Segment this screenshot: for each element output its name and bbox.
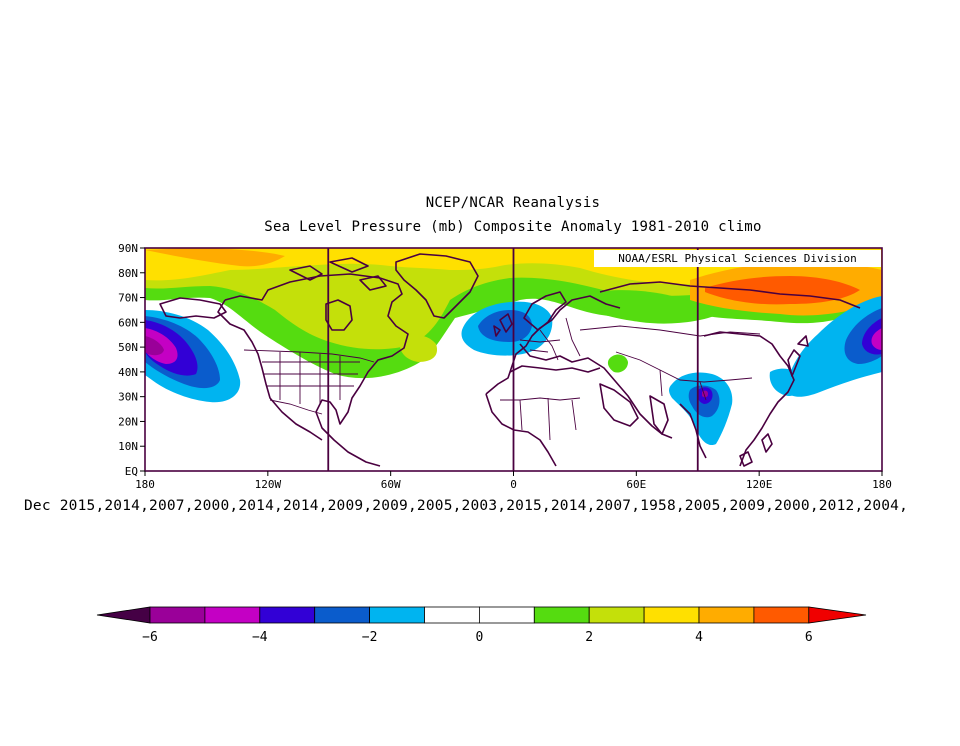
country-borders (243, 317, 761, 441)
colorbar-tick-label: 0 (475, 630, 483, 645)
us-states-grid (262, 352, 360, 404)
africa-borders (500, 397, 581, 441)
lat-tick-label: 30N (118, 391, 138, 404)
canadian-archipelago (289, 257, 387, 291)
colorbar-swatch (204, 606, 261, 624)
meridian-lines (327, 248, 699, 471)
russia-borders (579, 325, 761, 337)
colorbar-swatch (369, 606, 425, 624)
lon-tick-label: 180 (135, 478, 155, 491)
colorbar-swatch (698, 606, 755, 624)
lat-tick-label: 10N (118, 440, 138, 453)
kamchatka-low-core (871, 328, 882, 350)
lon-tick-label: 180 (872, 478, 892, 491)
us-mexico-border (269, 399, 323, 415)
british-isles (493, 313, 513, 337)
colorbar-under-arrow (96, 606, 151, 624)
lat-tick-label: 20N (118, 415, 138, 428)
chart-subtitle: Sea Level Pressure (mb) Composite Anomal… (264, 219, 762, 235)
coastlines (159, 253, 861, 467)
colorbar-tick-label: 4 (695, 630, 703, 645)
greenland-coast (395, 253, 479, 319)
asia-borders (615, 351, 753, 401)
latitude-axis: EQ 10N 20N 30N 40N 50N 60N 70N 80N 90N (118, 242, 145, 478)
us-canada-border (243, 349, 375, 363)
canada-yellow-green (399, 335, 438, 362)
colorbar-swatch (753, 606, 810, 624)
arctic-orange (145, 248, 285, 267)
colorbar-tick-label: −6 (142, 630, 158, 645)
colorbar-swatch (478, 606, 535, 624)
hudson-bay (325, 299, 353, 331)
lat-tick-label: 70N (118, 292, 138, 305)
kamchatka-low-2 (769, 368, 806, 396)
colorbar-tick-label: −4 (252, 630, 268, 645)
chart-title: NCEP/NCAR Reanalysis (425, 195, 601, 211)
credit-label: NOAA/ESRL Physical Sciences Division (594, 250, 881, 267)
lon-tick-label: 60E (626, 478, 646, 491)
colorbar-swatch (424, 606, 480, 624)
colorbar-swatch (533, 606, 590, 624)
longitude-axis: 180 120W 60W 0 60E 120E 180 (135, 471, 892, 491)
caspian-green (607, 354, 628, 373)
colorbar-swatch (259, 606, 316, 624)
colorbar-swatch (643, 606, 700, 624)
kamchatka-low-outer (786, 296, 882, 397)
lat-tick-label: 90N (118, 242, 138, 255)
lon-tick-label: 120E (746, 478, 773, 491)
colorbar-tick-label: 2 (585, 630, 593, 645)
lon-tick-label: 60W (381, 478, 401, 491)
lon-tick-label: 0 (510, 478, 517, 491)
colorbar-over-arrow (808, 606, 867, 624)
lat-tick-label: 40N (118, 366, 138, 379)
japan (787, 335, 809, 377)
pacific-low-center (145, 336, 164, 356)
colorbar-swatch (314, 606, 371, 624)
colorbar-tick-label: 6 (805, 630, 813, 645)
europe-borders (519, 317, 581, 361)
philippines-indonesia (739, 433, 773, 467)
colorbar-swatch (588, 606, 645, 624)
scandinavia (523, 291, 567, 331)
lon-tick-label: 120W (255, 478, 282, 491)
asia-coast (599, 281, 861, 467)
colorbar: −6 −4 −2 0 2 4 6 (96, 606, 867, 645)
atlantic-low-inner (478, 310, 532, 342)
arabia-india (599, 383, 669, 435)
europe-green (570, 290, 720, 324)
lat-tick-label: 80N (118, 267, 138, 280)
lat-tick-label: EQ (125, 465, 138, 478)
mediterranean (509, 365, 601, 373)
colorbar-swatch (149, 606, 206, 624)
alaska (159, 297, 227, 319)
lat-tick-label: 50N (118, 341, 138, 354)
europe-africa-coast (485, 295, 673, 467)
colorbar-tick-label: −2 (362, 630, 378, 645)
lat-tick-label: 60N (118, 316, 138, 329)
composite-dates-caption: Dec 2015,2014,2007,2000,2014,2014,2009,2… (24, 498, 909, 514)
